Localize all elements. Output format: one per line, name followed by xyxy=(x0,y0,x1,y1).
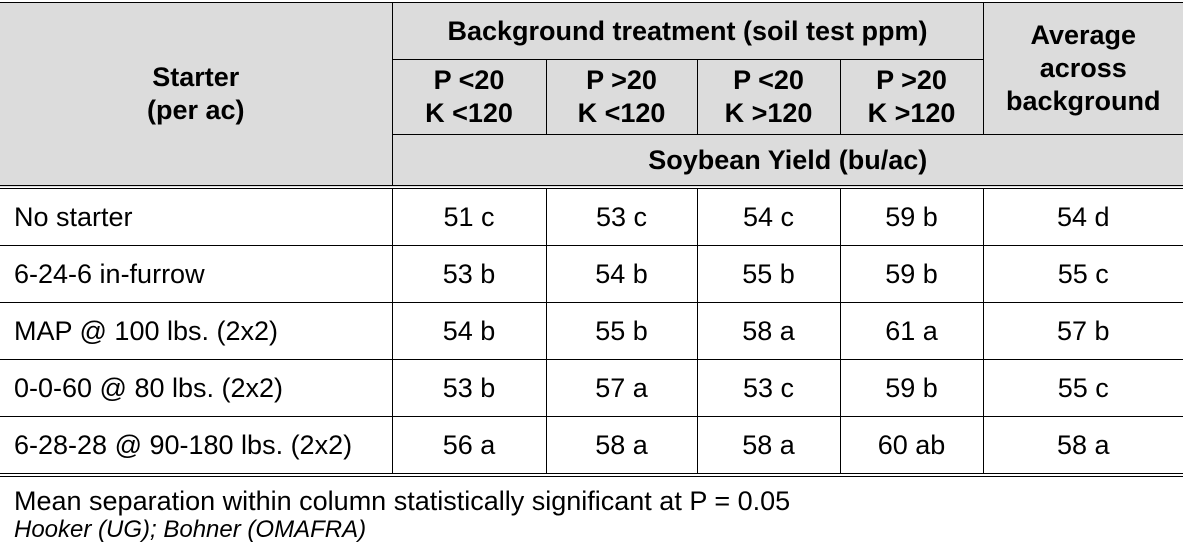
average-cell: 58 a xyxy=(982,416,1183,476)
yield-cell: 59 b xyxy=(839,185,984,246)
treatment-column-header: P <20 K <120 xyxy=(391,59,547,135)
average-cell: 55 c xyxy=(982,245,1183,303)
treatment-column-header: P >20 K >120 xyxy=(839,59,984,135)
starter-cell: 0-0-60 @ 80 lbs. (2x2) xyxy=(0,359,393,417)
background-header: Background treatment (soil test ppm) xyxy=(391,2,984,60)
average-cell: 54 d xyxy=(982,185,1183,246)
table-row: 0-0-60 @ 80 lbs. (2x2) 53 b 57 a 53 c 59 b 55… xyxy=(0,359,1183,417)
yield-cell: 56 a xyxy=(391,416,547,476)
yield-cell: 54 b xyxy=(545,245,698,303)
yield-cell: 54 c xyxy=(696,185,841,246)
table-footnote: Mean separation within column statistica… xyxy=(0,473,1183,553)
yield-cell: 60 ab xyxy=(839,416,984,476)
significance-note: Mean separation within column statistica… xyxy=(14,486,791,516)
treatment-column-header: P <20 K >120 xyxy=(696,59,841,135)
table-row: 6-24-6 in-furrow 53 b 54 b 55 b 59 b 55 c xyxy=(0,245,1183,303)
yield-cell: 54 b xyxy=(391,302,547,360)
yield-cell: 59 b xyxy=(839,245,984,303)
yield-cell: 51 c xyxy=(391,185,547,246)
starter-cell: No starter xyxy=(0,185,393,246)
yield-cell: 55 b xyxy=(545,302,698,360)
average-cell: 55 c xyxy=(982,359,1183,417)
yield-cell: 61 a xyxy=(839,302,984,360)
starter-cell: MAP @ 100 lbs. (2x2) xyxy=(0,302,393,360)
yield-cell: 58 a xyxy=(545,416,698,476)
yield-cell: 53 c xyxy=(696,359,841,417)
yield-cell: 58 a xyxy=(696,302,841,360)
table-row: No starter 51 c 53 c 54 c 59 b 54 d xyxy=(0,185,1183,246)
source-citation: Hooker (UG); Bohner (OMAFRA) xyxy=(14,516,367,543)
starter-header: Starter (per ac) xyxy=(0,2,393,188)
yield-cell: 57 a xyxy=(545,359,698,417)
yield-cell: 58 a xyxy=(696,416,841,476)
starter-cell: 6-24-6 in-furrow xyxy=(0,245,393,303)
treatment-column-header: P >20 K <120 xyxy=(545,59,698,135)
average-header: Average across background xyxy=(982,2,1183,135)
table-row: MAP @ 100 lbs. (2x2) 54 b 55 b 58 a 61 a 57 b xyxy=(0,302,1183,360)
yield-header: Soybean Yield (bu/ac) xyxy=(391,134,1183,188)
yield-cell: 53 b xyxy=(391,245,547,303)
yield-cell: 55 b xyxy=(696,245,841,303)
average-cell: 57 b xyxy=(982,302,1183,360)
yield-cell: 53 b xyxy=(391,359,547,417)
yield-cell: 53 c xyxy=(545,185,698,246)
yield-cell: 59 b xyxy=(839,359,984,417)
starter-cell: 6-28-28 @ 90-180 lbs. (2x2) xyxy=(0,416,393,476)
